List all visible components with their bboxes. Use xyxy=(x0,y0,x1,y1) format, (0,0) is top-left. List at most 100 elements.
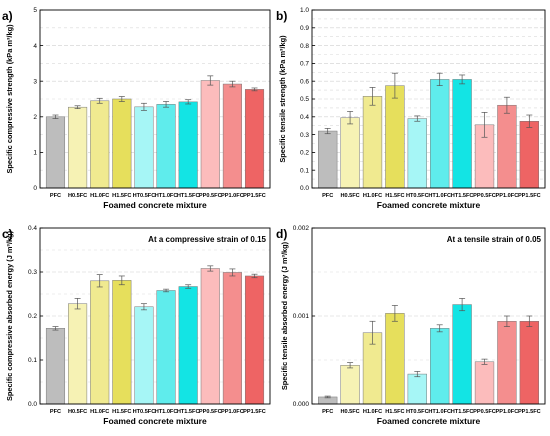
bar xyxy=(178,101,198,189)
bar xyxy=(112,280,132,405)
bar xyxy=(222,272,242,405)
x-tick-label: PP0.5FC xyxy=(199,193,222,199)
y-tick-label: 4 xyxy=(33,43,37,50)
bar xyxy=(45,328,66,405)
chart-panel-1: 0 1 2 3 4 5 PFC H0.5FC H1.0FC H1.5FC HT0.5FC HT1.0F… xyxy=(2,7,271,210)
x-tick-label: PP1.5FC xyxy=(518,409,541,415)
bar xyxy=(178,286,198,405)
x-tick-label: PP0.5FC xyxy=(473,193,496,199)
bar xyxy=(200,268,220,405)
y-tick-label: 2 xyxy=(33,114,37,121)
bar xyxy=(452,79,472,189)
bar xyxy=(340,365,360,405)
bar xyxy=(340,117,360,189)
bar xyxy=(474,361,495,405)
bar xyxy=(90,280,110,405)
x-tick-label: H1.0FC xyxy=(90,193,109,199)
y-tick-label: 0.8 xyxy=(300,43,309,50)
x-tick-label: H1.5FC xyxy=(112,193,131,199)
y-tick-label: 0 xyxy=(33,185,37,192)
x-tick-label: PFC xyxy=(50,193,61,199)
x-axis-label: Foamed concrete mixture xyxy=(377,416,481,426)
bar xyxy=(519,121,539,189)
x-tick-label: HT0.5FC xyxy=(406,409,429,415)
y-tick-label: 0.4 xyxy=(28,225,37,232)
x-tick-label: HT0.5FC xyxy=(133,409,156,415)
y-tick-label: 0.0 xyxy=(300,185,309,192)
panel-label: c) xyxy=(2,227,13,241)
y-axis-label: Specific tensile absorbed energy (J m³/k… xyxy=(280,241,289,390)
y-tick-label: 0.3 xyxy=(300,132,309,139)
x-tick-label: PP1.0FC xyxy=(221,193,244,199)
x-tick-label: PFC xyxy=(322,193,333,199)
y-axis-label: Specific compressive absorbed energy (J … xyxy=(5,230,14,401)
y-tick-label: 0.4 xyxy=(300,114,309,121)
annotation: At a compressive strain of 0.15 xyxy=(148,235,266,244)
bar xyxy=(244,89,265,189)
y-tick-label: 1.0 xyxy=(300,7,309,14)
x-tick-label: PP0.5FC xyxy=(199,409,222,415)
y-tick-label: 0.2 xyxy=(300,150,309,157)
bar xyxy=(134,306,154,405)
chart-panel-3: 0.0 0.1 0.2 0.3 0.4 PFC H0.5FC H1.0FC H1.5FC HT0.… xyxy=(2,225,271,426)
y-tick-label: 0.7 xyxy=(300,61,309,68)
x-tick-label: H0.5FC xyxy=(340,409,359,415)
x-axis-label: Foamed concrete mixture xyxy=(103,416,207,426)
bar xyxy=(362,96,383,189)
x-tick-label: HT1.0FC xyxy=(428,409,451,415)
annotation: At a tensile strain of 0.05 xyxy=(447,235,542,244)
x-tick-label: PP1.0FC xyxy=(496,409,519,415)
x-tick-label: H0.5FC xyxy=(68,193,87,199)
bar xyxy=(318,130,338,189)
y-tick-label: 0.001 xyxy=(293,313,310,320)
x-tick-label: HT1.5FC xyxy=(177,409,200,415)
bar xyxy=(430,328,450,405)
x-tick-label: H1.0FC xyxy=(363,409,382,415)
y-tick-label: 0.1 xyxy=(28,357,37,364)
bar xyxy=(497,321,517,405)
bar xyxy=(200,80,220,189)
chart-panel-4: 0.000 0.001 0.002 PFC H0.5FC H1.0FC H1.5FC HT0.… xyxy=(276,225,546,426)
y-tick-label: 3 xyxy=(33,78,37,85)
bar xyxy=(156,104,176,189)
y-tick-label: 0.002 xyxy=(293,225,310,232)
x-tick-label: HT1.0FC xyxy=(155,409,178,415)
bar xyxy=(68,303,88,405)
bar xyxy=(68,106,88,189)
x-tick-label: HT1.5FC xyxy=(451,409,474,415)
plot-frame xyxy=(311,9,546,189)
x-tick-label: PP1.5FC xyxy=(243,409,266,415)
bar xyxy=(112,98,132,189)
bar xyxy=(45,116,66,189)
x-tick-label: PFC xyxy=(322,409,333,415)
x-tick-label: H0.5FC xyxy=(340,193,359,199)
y-tick-label: 0.000 xyxy=(293,401,310,408)
y-tick-label: 0.6 xyxy=(300,78,309,85)
y-tick-label: 0.2 xyxy=(28,313,37,320)
bar xyxy=(452,304,472,405)
x-tick-label: H1.5FC xyxy=(385,193,404,199)
y-axis-label: Specific tensile strength (kPa m³/kg) xyxy=(278,35,287,163)
panel-label: d) xyxy=(276,227,287,241)
x-tick-label: PP1.5FC xyxy=(243,193,266,199)
plot-frame xyxy=(39,9,271,189)
x-tick-label: H1.5FC xyxy=(385,409,404,415)
y-tick-label: 0.1 xyxy=(300,167,309,174)
x-tick-label: HT0.5FC xyxy=(406,193,429,199)
bar xyxy=(385,85,405,189)
plot-frame xyxy=(39,227,271,405)
y-tick-label: 0.0 xyxy=(28,401,37,408)
x-axis-label: Foamed concrete mixture xyxy=(377,200,481,210)
bar xyxy=(497,104,517,189)
y-tick-label: 0.5 xyxy=(300,96,309,103)
bar xyxy=(244,275,265,405)
x-tick-label: HT0.5FC xyxy=(133,193,156,199)
panel-label: a) xyxy=(2,9,13,23)
x-tick-label: PP1.0FC xyxy=(221,409,244,415)
x-tick-label: H1.0FC xyxy=(363,193,382,199)
bar xyxy=(90,100,110,189)
x-tick-label: PP1.5FC xyxy=(518,193,541,199)
bar xyxy=(430,79,450,189)
x-tick-label: H1.0FC xyxy=(90,409,109,415)
